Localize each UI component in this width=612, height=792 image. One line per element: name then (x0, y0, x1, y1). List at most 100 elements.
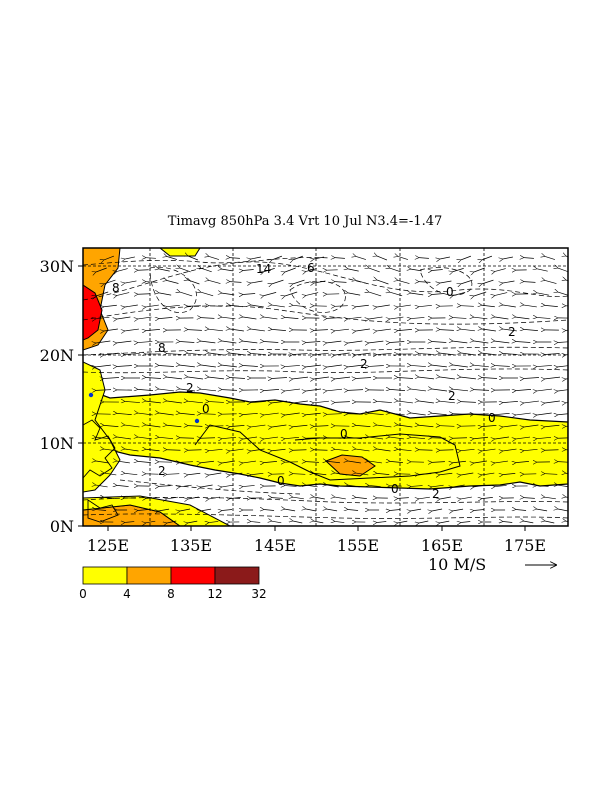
wind-vector (545, 521, 555, 524)
wind-vector (335, 258, 345, 259)
wind-vector (201, 484, 213, 487)
wind-vector (125, 425, 140, 428)
wind-vector (230, 472, 243, 475)
wind-vector (503, 448, 517, 451)
wind-vector (482, 497, 493, 498)
wind-vector (222, 509, 233, 510)
wind-vector (377, 401, 392, 402)
wind-vector (104, 378, 120, 379)
wind-vector (558, 342, 568, 343)
wind-vector (440, 330, 454, 331)
lat-tick-label: 10N (40, 434, 74, 453)
wind-vector (314, 497, 325, 500)
wind-vector (125, 449, 139, 452)
wind-vector (474, 291, 487, 296)
wind-vector (348, 364, 363, 367)
wind-vector (335, 497, 346, 500)
wind-vector (285, 437, 300, 438)
colorbar-swatch (126, 566, 172, 585)
wind-vector (138, 510, 149, 511)
wind-vector (159, 413, 174, 416)
wind-vector (209, 377, 225, 380)
wind-vector (474, 484, 486, 487)
wind-vector (96, 509, 107, 510)
wind-vector (251, 424, 266, 427)
wind-vector (390, 461, 403, 462)
wind-vector (348, 340, 363, 343)
wind-vector (537, 293, 550, 296)
wind-vector (180, 268, 191, 273)
colorbar-label: 4 (123, 587, 131, 601)
wind-vector (188, 426, 203, 427)
wind-vector (390, 316, 404, 319)
wind-vector (96, 340, 111, 343)
wind-vector (125, 328, 139, 331)
wind-vector (201, 318, 215, 319)
wind-vector (243, 270, 254, 271)
map-title: Timavg 850hPa 3.4 Vrt 10 Jul N3.4=-1.47 (168, 214, 443, 229)
wind-vector (503, 473, 516, 474)
wind-vector (537, 365, 552, 366)
wind-vector (117, 268, 128, 272)
wind-vector (524, 282, 536, 283)
colorbar-label: 12 (207, 587, 222, 601)
wind-vector (125, 256, 135, 259)
wind-vector (96, 291, 109, 296)
wind-vector (146, 282, 158, 283)
wind-vector (209, 329, 223, 332)
wind-vector (474, 365, 489, 368)
wind-vector (104, 352, 119, 355)
wind-vector (503, 256, 513, 259)
wind-vector (453, 389, 469, 392)
wind-vector (495, 292, 508, 296)
wind-vector (356, 497, 367, 498)
wind-vector (369, 461, 382, 464)
wind-vector (188, 280, 200, 285)
wind-vector (251, 329, 265, 332)
wind-vector (167, 305, 180, 306)
wind-vector (558, 389, 568, 391)
wind-vector (432, 462, 445, 463)
wind-vector (419, 474, 432, 475)
wind-vector (96, 485, 108, 488)
wind-vector (398, 329, 412, 330)
wind-vector (503, 329, 517, 332)
wind-vector (167, 520, 177, 523)
wind-vector (411, 389, 427, 392)
wind-vector (356, 425, 371, 426)
wind-vector (117, 292, 130, 296)
wind-vector (159, 437, 174, 438)
wind-vector (440, 353, 455, 356)
vector-reference-label: 10 M/S (428, 555, 486, 574)
wind-vector (482, 305, 495, 307)
wind-vector (285, 509, 296, 512)
contour-label: 0 (277, 474, 285, 488)
wind-vector (474, 317, 488, 320)
wind-vector (201, 341, 216, 344)
wind-vector (558, 413, 568, 414)
wind-vector (243, 436, 258, 439)
wind-vector (453, 365, 468, 368)
colorbar-swatch (214, 566, 260, 585)
wind-vector (209, 353, 224, 356)
wind-vector (474, 267, 485, 272)
wind-vector (432, 365, 447, 368)
contour-label: 14 (256, 262, 271, 276)
wind-vector (188, 401, 203, 404)
wind-vector (440, 401, 455, 404)
wind-vector (419, 305, 432, 306)
plot-area (83, 248, 568, 526)
wind-vector (335, 306, 348, 307)
wind-vector (293, 279, 305, 284)
wind-vector (474, 437, 489, 438)
wind-vector (377, 280, 389, 285)
wind-vector (377, 425, 392, 428)
wind-vector (356, 473, 369, 476)
wind-vector (264, 461, 277, 462)
wind-vector (272, 424, 287, 427)
wind-vector (398, 256, 409, 260)
island-marker (194, 418, 200, 424)
contour-label: 8 (158, 341, 166, 355)
wind-vector (411, 269, 422, 272)
wind-vector (440, 472, 453, 475)
